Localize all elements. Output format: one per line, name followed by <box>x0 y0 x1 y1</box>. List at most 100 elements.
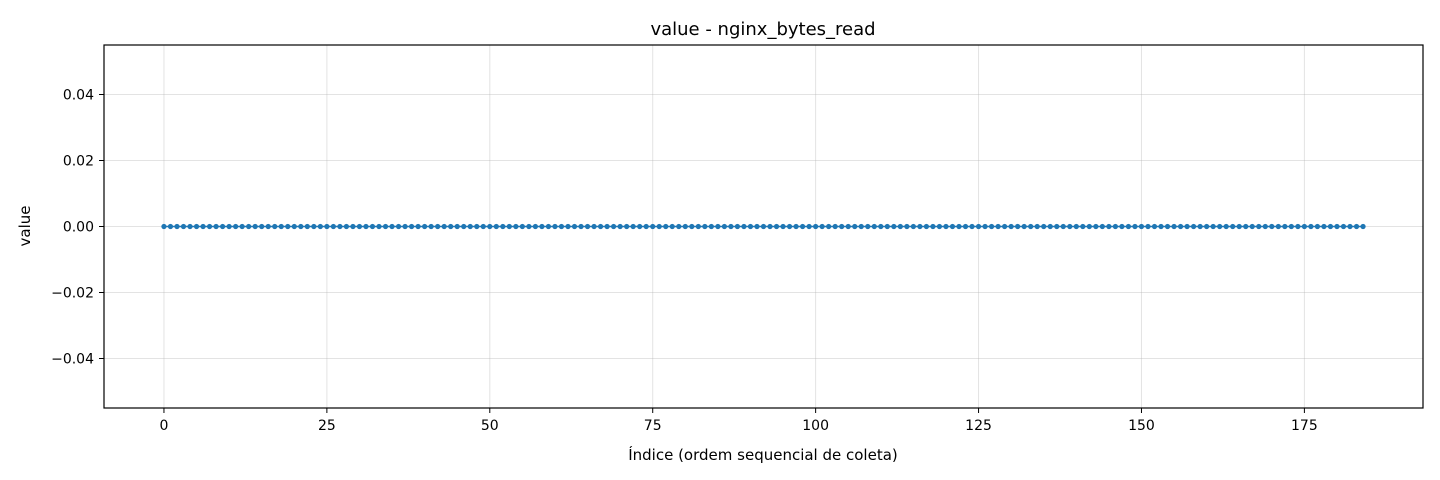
data-point <box>969 223 975 230</box>
data-point <box>1360 223 1366 230</box>
data-point <box>382 223 389 230</box>
data-point <box>1008 223 1014 230</box>
data-point <box>728 223 734 230</box>
x-tick-label: 25 <box>318 418 336 434</box>
data-point <box>1314 223 1321 230</box>
x-tick-label: 75 <box>644 418 662 434</box>
data-point <box>793 223 799 230</box>
data-point <box>1256 223 1262 230</box>
data-point <box>617 223 623 230</box>
data-point <box>780 223 786 230</box>
data-point <box>1308 223 1314 230</box>
data-point <box>897 223 903 230</box>
data-point <box>813 223 819 230</box>
data-point <box>1080 223 1086 230</box>
data-point <box>1073 223 1079 230</box>
y-tick-label: 0.02 <box>63 154 94 170</box>
data-point <box>878 223 884 230</box>
data-point <box>943 223 949 230</box>
data-point <box>363 223 369 230</box>
data-point <box>402 223 408 230</box>
data-point <box>1230 223 1236 230</box>
data-point <box>988 223 995 230</box>
data-point <box>558 223 565 230</box>
data-point <box>1034 223 1040 230</box>
data-point <box>1132 223 1138 230</box>
data-point <box>1047 223 1053 230</box>
y-tick-label: −0.04 <box>51 352 94 368</box>
data-point <box>369 223 376 230</box>
data-point <box>246 223 252 230</box>
data-point <box>187 223 193 230</box>
data-point <box>1119 223 1125 230</box>
data-point <box>1210 223 1216 230</box>
data-point <box>506 223 512 230</box>
data-point <box>1145 223 1151 230</box>
data-point <box>1340 223 1347 230</box>
data-point <box>1067 223 1073 230</box>
data-point <box>884 223 890 230</box>
data-point <box>259 223 265 230</box>
data-point <box>252 223 258 230</box>
data-point <box>1002 223 1008 230</box>
data-point <box>1177 223 1184 230</box>
y-axis-label: value <box>16 206 34 247</box>
data-point <box>689 223 695 230</box>
data-point <box>167 223 174 230</box>
data-point <box>291 223 297 230</box>
data-point <box>832 223 838 230</box>
data-point <box>1021 223 1027 230</box>
data-point <box>982 223 988 230</box>
data-point <box>1191 223 1197 230</box>
data-point <box>265 223 271 230</box>
data-point <box>1158 223 1164 230</box>
data-point <box>1217 223 1223 230</box>
data-point <box>1171 223 1177 230</box>
data-point <box>565 223 571 230</box>
x-tick-label: 150 <box>1128 418 1155 434</box>
data-point <box>839 223 845 230</box>
data-point <box>487 223 493 230</box>
data-point <box>1243 223 1249 230</box>
data-point <box>220 223 226 230</box>
data-point <box>435 223 441 230</box>
data-point <box>1353 223 1360 230</box>
data-point <box>786 223 793 230</box>
data-point <box>330 223 336 230</box>
chart-title: value - nginx_bytes_read <box>650 19 875 40</box>
data-point <box>532 223 539 230</box>
data-point <box>1099 223 1105 230</box>
data-point <box>206 223 213 230</box>
data-point <box>376 223 382 230</box>
data-point <box>200 223 206 230</box>
data-point <box>1334 223 1340 230</box>
data-point <box>571 223 578 230</box>
data-point <box>474 223 480 230</box>
data-point <box>826 223 832 230</box>
data-point <box>539 223 545 230</box>
data-point <box>1321 223 1327 230</box>
data-point <box>1151 223 1158 230</box>
data-point <box>995 223 1001 230</box>
data-point <box>1028 223 1034 230</box>
data-point <box>597 223 604 230</box>
data-point <box>324 223 330 230</box>
data-point <box>285 223 291 230</box>
data-point <box>741 223 747 230</box>
x-tick-label: 50 <box>481 418 499 434</box>
data-point <box>1327 223 1334 230</box>
data-point <box>604 223 610 230</box>
data-point <box>650 223 656 230</box>
data-point <box>767 223 773 230</box>
data-point <box>552 223 558 230</box>
data-point <box>1295 223 1301 230</box>
data-point <box>1262 223 1268 230</box>
data-point <box>422 223 428 230</box>
data-point <box>1054 223 1060 230</box>
data-point <box>663 223 669 230</box>
x-tick-label: 100 <box>802 418 829 434</box>
data-point <box>161 223 167 230</box>
data-point <box>760 223 767 230</box>
